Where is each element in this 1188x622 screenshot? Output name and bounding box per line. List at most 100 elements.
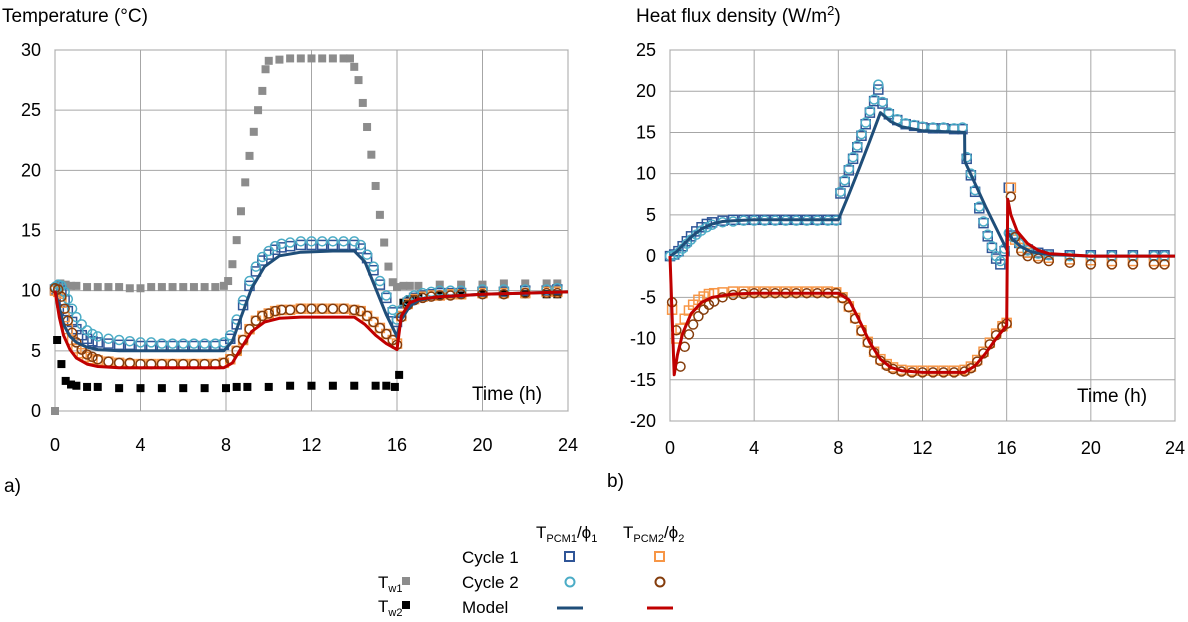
a-point-pcm1_c2: [368, 261, 379, 272]
legend-row-cycle1: Cycle 1: [462, 548, 519, 567]
a-point-tw1: [328, 54, 337, 63]
legend-header-pcm1: TPCM1/ϕ1: [536, 523, 597, 545]
a-point-tw2: [371, 381, 380, 390]
legend-marker-tw2: [402, 601, 410, 609]
a-point-pcm1_c2: [135, 337, 146, 348]
a-point-tw1: [521, 279, 530, 288]
a-point-pcm1_c1: [355, 243, 366, 254]
a-point-pcm1_c2: [92, 331, 103, 342]
b-point-pcm2_c2: [965, 362, 977, 374]
b-point-pcm1_c2: [995, 255, 1006, 267]
b-point-pcm1_c2: [847, 151, 859, 163]
a-point-tw1: [189, 283, 198, 292]
a-point-tw1: [414, 281, 423, 290]
a-point-pcm1_c2: [178, 338, 189, 349]
a-point-pcm1_c2: [156, 338, 168, 349]
a-point-tw2: [57, 360, 66, 369]
a-point-pcm1_c2: [355, 239, 366, 251]
a-point-pcm1_c1: [338, 239, 349, 251]
a-point-tw2: [157, 384, 166, 393]
a-point-pcm1_c2: [66, 303, 78, 314]
a-point-pcm1_c2: [103, 333, 114, 345]
b-ytick-label: -20: [630, 411, 656, 431]
b-line-model1: [669, 111, 1175, 258]
a-point-tw2: [179, 384, 188, 393]
a-point-pcm2_c2: [284, 304, 296, 316]
a-point-tw2: [61, 376, 70, 385]
b-point-pcm1_c2: [852, 140, 863, 151]
b-ytick-label: 5: [646, 205, 656, 225]
b-point-pcm2_c2: [1043, 255, 1054, 267]
a-point-pcm2_c2: [87, 351, 98, 363]
a-point-tw1: [67, 281, 76, 290]
a-point-pcm1_c1: [269, 244, 281, 256]
b-point-pcm2_c2: [971, 356, 983, 367]
a-xtick-label: 24: [558, 435, 578, 455]
b-point-pcm2_c2: [683, 329, 695, 340]
a-point-pcm1_c1: [103, 338, 114, 349]
a-ytick-label: 15: [21, 221, 41, 241]
legend-row-cycle2: Cycle 2: [462, 573, 519, 592]
b-point-pcm2_c2: [875, 355, 886, 367]
a-point-pcm1_c2: [87, 328, 98, 340]
a-point-tw2: [395, 370, 404, 379]
a-point-pcm1_c2: [361, 249, 373, 260]
chart-a-panel-label: a): [4, 476, 21, 497]
a-xtick-label: 0: [50, 435, 60, 455]
b-point-pcm2_c2: [693, 311, 704, 322]
a-point-tw2: [67, 380, 76, 389]
b-point-pcm2_c2: [1148, 259, 1160, 270]
a-point-tw1: [384, 262, 393, 271]
chart-a-xlabel: Time (h): [472, 384, 542, 405]
a-point-pcm1_c1: [349, 239, 360, 251]
b-xtick-label: 8: [833, 438, 843, 458]
a-point-pcm2_c2: [263, 308, 274, 319]
a-point-pcm2_c2: [306, 303, 317, 314]
chart-b-xlabel: Time (h): [1077, 386, 1147, 407]
a-point-tw1: [211, 283, 220, 292]
legend-label-tw1: Tw1: [378, 573, 402, 595]
a-ytick-label: 20: [21, 160, 41, 180]
a-point-tw2: [243, 382, 252, 391]
legend-marker-pcm2-cycle2: [654, 576, 666, 588]
a-point-pcm1_c1: [92, 337, 103, 348]
b-ytick-label: -15: [630, 370, 656, 390]
a-point-tw2: [53, 336, 62, 345]
a-point-tw2: [136, 384, 145, 393]
a-point-pcm1_c1: [295, 239, 307, 251]
b-ytick-label: 20: [636, 81, 656, 101]
a-point-tw1: [245, 151, 254, 160]
b-point-pcm1_c2: [835, 186, 846, 198]
a-ytick-label: 25: [21, 100, 41, 120]
b-point-pcm1_c2: [1022, 245, 1033, 256]
b-point-pcm1_c2: [974, 201, 985, 212]
a-series-model2: [53, 290, 569, 370]
a-point-pcm2_c2: [81, 349, 93, 360]
a-point-pcm1_c2: [374, 275, 386, 287]
a-point-pcm2_c2: [381, 328, 392, 340]
a-point-tw1: [542, 279, 551, 288]
a-point-tw2: [93, 382, 102, 391]
a-point-pcm1_c2: [145, 337, 157, 348]
a-point-tw1: [236, 207, 245, 216]
a-point-tw1: [83, 283, 92, 292]
a-point-tw2: [200, 384, 209, 393]
b-point-pcm1_c2: [843, 163, 855, 174]
a-point-tw1: [358, 98, 367, 107]
a-point-tw1: [249, 127, 258, 136]
a-point-tw2: [115, 384, 124, 393]
a-point-tw2: [232, 382, 241, 391]
a-point-pcm1_c2: [316, 236, 328, 247]
a-xtick-label: 20: [472, 435, 492, 455]
b-point-pcm1_c1: [873, 84, 884, 95]
chart-b-ylabel: Heat flux density (W/m2): [636, 3, 841, 27]
b-point-pcm1_c2: [961, 151, 972, 163]
b-point-pcm2_c2: [1005, 191, 1017, 203]
a-point-pcm1_c2: [199, 338, 210, 349]
b-point-pcm1_c2: [982, 229, 993, 240]
a-point-tw1: [157, 283, 166, 292]
b-ytick-label: -5: [640, 287, 656, 307]
a-point-pcm1_c1: [316, 239, 328, 251]
b-point-pcm1_c2: [839, 175, 850, 186]
a-point-pcm2_c2: [338, 303, 349, 314]
